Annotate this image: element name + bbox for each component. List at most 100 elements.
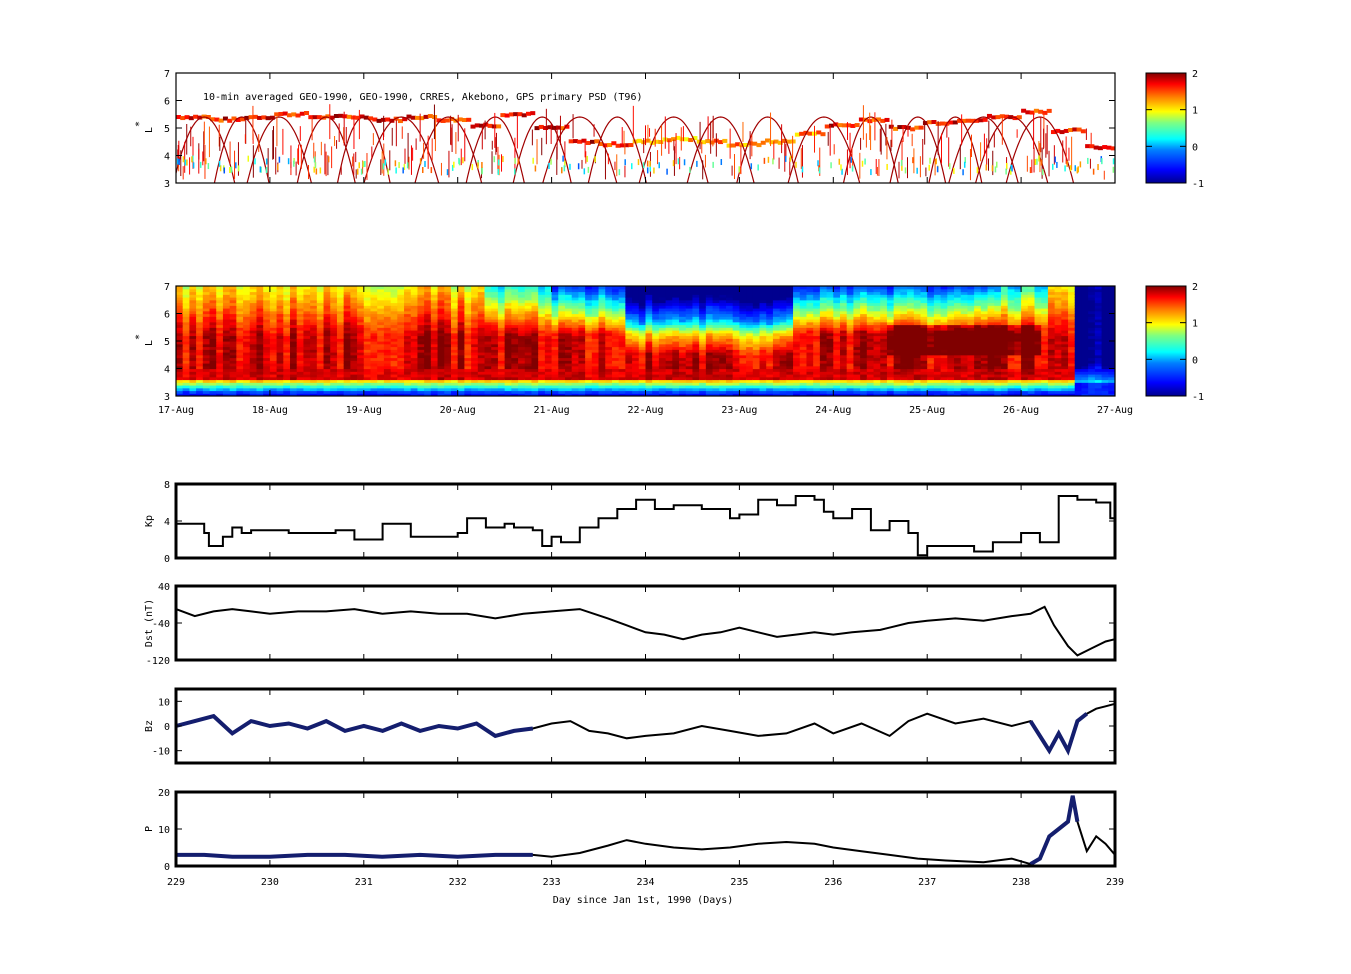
heatmap-cell <box>404 374 412 378</box>
psd-speck <box>646 160 649 167</box>
heatmap-cell <box>591 371 600 375</box>
heatmap-cell <box>296 374 305 378</box>
heatmap-cell <box>182 335 191 339</box>
heatmap-cell <box>679 357 687 361</box>
heatmap-cell <box>303 371 311 375</box>
heatmap-cell <box>873 346 881 350</box>
heatmap-cell <box>752 330 761 334</box>
heatmap-cell <box>873 321 881 326</box>
heatmap-cell <box>444 352 452 356</box>
heatmap-cell <box>182 379 191 383</box>
heatmap-cell <box>880 365 888 370</box>
psd-sample <box>299 111 305 116</box>
heatmap-cell <box>357 382 365 386</box>
heatmap-cell <box>833 360 841 364</box>
heatmap-cell <box>390 382 398 386</box>
heatmap-cell <box>457 327 466 331</box>
psd-sample <box>709 140 715 145</box>
heatmap-cell <box>524 346 533 350</box>
psd-sample <box>671 137 677 142</box>
heatmap-cell <box>290 302 298 306</box>
heatmap-cell <box>799 302 808 306</box>
heatmap-cell <box>793 332 801 337</box>
heatmap-cell <box>632 352 640 356</box>
heatmap-cell <box>390 316 398 320</box>
heatmap-cell <box>424 343 432 348</box>
heatmap-cell <box>752 308 761 312</box>
heatmap-cell <box>799 308 808 312</box>
heatmap-cell <box>873 387 881 392</box>
heatmap-cell <box>692 327 700 331</box>
psd-speck <box>1112 166 1115 173</box>
heatmap-cell <box>853 297 861 301</box>
heatmap-cell <box>524 324 533 328</box>
heatmap-cell <box>497 302 506 306</box>
heatmap-cell <box>370 321 378 326</box>
heatmap-cell <box>343 379 351 383</box>
psd-sample <box>244 115 250 120</box>
heatmap-cell <box>350 305 358 309</box>
psd-speck <box>738 166 740 173</box>
heatmap-cell <box>591 297 600 301</box>
heatmap-cell <box>772 338 781 342</box>
heatmap-cell <box>725 299 734 304</box>
psd-speck <box>550 158 552 165</box>
heatmap-cell <box>450 390 459 394</box>
heatmap-cell <box>578 376 586 381</box>
psd-speck <box>481 168 483 175</box>
heatmap-cell <box>182 368 191 372</box>
heatmap-cell <box>833 327 841 331</box>
psd-sample <box>1072 127 1078 132</box>
heatmap-cell <box>350 360 358 364</box>
heatmap-cell <box>390 354 398 359</box>
heatmap-cell <box>538 286 546 290</box>
heatmap-cell <box>196 393 204 396</box>
heatmap-cell <box>833 368 841 372</box>
heatmap-cell <box>457 382 466 386</box>
heatmap-cell <box>739 346 747 350</box>
heatmap-cell <box>377 302 385 306</box>
heatmap-cell <box>256 382 264 386</box>
heatmap-cell <box>866 327 875 331</box>
heatmap-cell <box>471 349 479 353</box>
psd-sample <box>585 140 591 145</box>
heatmap-cell <box>638 310 647 315</box>
heatmap-cell <box>665 327 673 331</box>
heatmap-cell <box>578 387 586 392</box>
heatmap-cell <box>410 390 419 394</box>
psd-sample <box>252 114 258 119</box>
heatmap-cell <box>598 335 606 339</box>
heatmap-cell <box>598 368 606 372</box>
psd-sample <box>794 132 800 137</box>
heatmap-cell <box>249 305 258 309</box>
heatmap-cell <box>497 379 506 383</box>
heatmap-cell <box>303 305 311 309</box>
heatmap-cell <box>222 376 231 381</box>
heatmap-cell <box>746 327 754 331</box>
heatmap-cell <box>290 341 298 345</box>
heatmap-cell <box>357 385 365 389</box>
heatmap-cell <box>779 387 787 392</box>
heatmap-cell <box>263 308 271 312</box>
heatmap-cell <box>504 365 512 370</box>
heatmap-cell <box>618 371 626 375</box>
heatmap-cell <box>840 316 848 320</box>
heatmap-cell <box>591 374 600 378</box>
heatmap-cell <box>377 310 385 315</box>
heatmap-cell <box>343 327 351 331</box>
heatmap-cell <box>383 330 392 334</box>
heatmap-cell <box>518 338 526 342</box>
psd-sample <box>927 120 933 125</box>
heatmap-cell <box>538 365 546 370</box>
heatmap-cell <box>209 310 217 315</box>
heatmap-cell <box>752 368 761 372</box>
heatmap-cell <box>585 299 593 304</box>
heatmap-cell <box>813 341 821 345</box>
heatmap-cell <box>558 321 566 326</box>
heatmap-cell <box>860 349 868 353</box>
heatmap-cell <box>591 385 600 389</box>
heatmap-cell <box>853 385 861 389</box>
heatmap-cell <box>705 308 714 312</box>
y-tick-label: 4 <box>164 152 170 163</box>
heatmap-cell <box>578 288 586 293</box>
